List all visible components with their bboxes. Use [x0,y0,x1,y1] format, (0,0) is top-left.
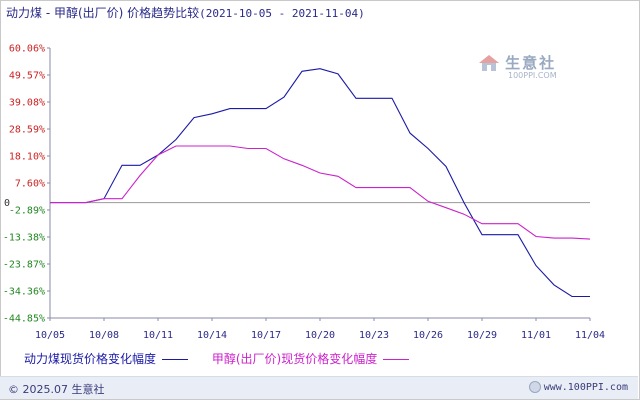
watermark-url: 100PPI.COM [508,71,557,80]
y-axis-ticks: 60.06% 49.57% 39.08% 28.59% 18.10% 7.60% -2.89… [3,44,50,325]
x-tick-label: 10/23 [359,330,389,341]
series-lines [50,68,591,298]
x-tick-label: 10/05 [35,330,65,341]
footer-copyright: © 2025.07 生意社 [8,383,105,396]
axes [49,48,590,319]
x-tick-label: 10/26 [413,330,443,341]
y-tick-label: -13.38% [3,233,45,244]
y-tick-label: 28.59% [9,124,45,135]
watermark-logo-icon [479,54,499,71]
legend-item-series-2: 甲醇(出厂价)现货价格变化幅度 [211,350,410,367]
y-tick-label: -2.89% [9,206,45,217]
chart-title: 动力煤 - 甲醇(出厂价) 价格趋势比较(2021-10-05 - 2021-1… [6,4,365,21]
legend-item-series-1: 动力煤现货价格变化幅度 [24,350,189,367]
y-tick-label: -23.87% [3,260,45,271]
y-zero-label: 0 [4,198,10,209]
y-tick-label: 60.06% [9,44,45,55]
x-tick-label: 10/14 [197,330,227,341]
watermark-name: 生意社 [505,54,557,72]
legend-label-series-1: 动力煤现货价格变化幅度 [24,352,157,366]
legend-swatch-series-1 [162,359,189,360]
x-tick-label: 10/17 [251,330,281,341]
x-axis-ticks: 10/05 10/08 10/11 10/14 10/17 10/20 10/23 10/26… [35,318,605,341]
legend: 动力煤现货价格变化幅度 甲醇(出厂价)现货价格变化幅度 [24,350,429,367]
legend-label-series-2: 甲醇(出厂价)现货价格变化幅度 [211,352,378,366]
series-line-1 [50,68,590,298]
footer-site-text: www.100PPI.com [543,382,628,393]
footer: © 2025.07 生意社 www.100PPI.com [0,376,638,399]
x-tick-label: 10/11 [143,330,173,341]
y-tick-label: -34.36% [3,287,45,298]
globe-icon [528,381,541,393]
chart-title-text: 动力煤 - 甲醇(出厂价) 价格趋势比较 [6,6,200,20]
chart-date-range: (2021-10-05 - 2021-11-04) [199,7,365,20]
watermark: 生意社 100PPI.COM [478,52,557,80]
y-tick-label: 39.08% [9,97,45,108]
y-tick-label: -44.85% [3,314,45,325]
x-tick-label: 11/01 [521,330,551,341]
series-line-2 [50,145,591,240]
footer-site: www.100PPI.com [528,381,628,393]
x-tick-label: 11/04 [575,330,605,341]
x-tick-label: 10/08 [89,330,119,341]
x-tick-label: 10/20 [305,330,335,341]
y-tick-label: 49.57% [9,70,45,81]
y-tick-label: 7.60% [15,179,45,190]
legend-swatch-series-2 [383,359,410,360]
y-tick-label: 18.10% [9,151,45,162]
x-tick-label: 10/29 [467,330,497,341]
